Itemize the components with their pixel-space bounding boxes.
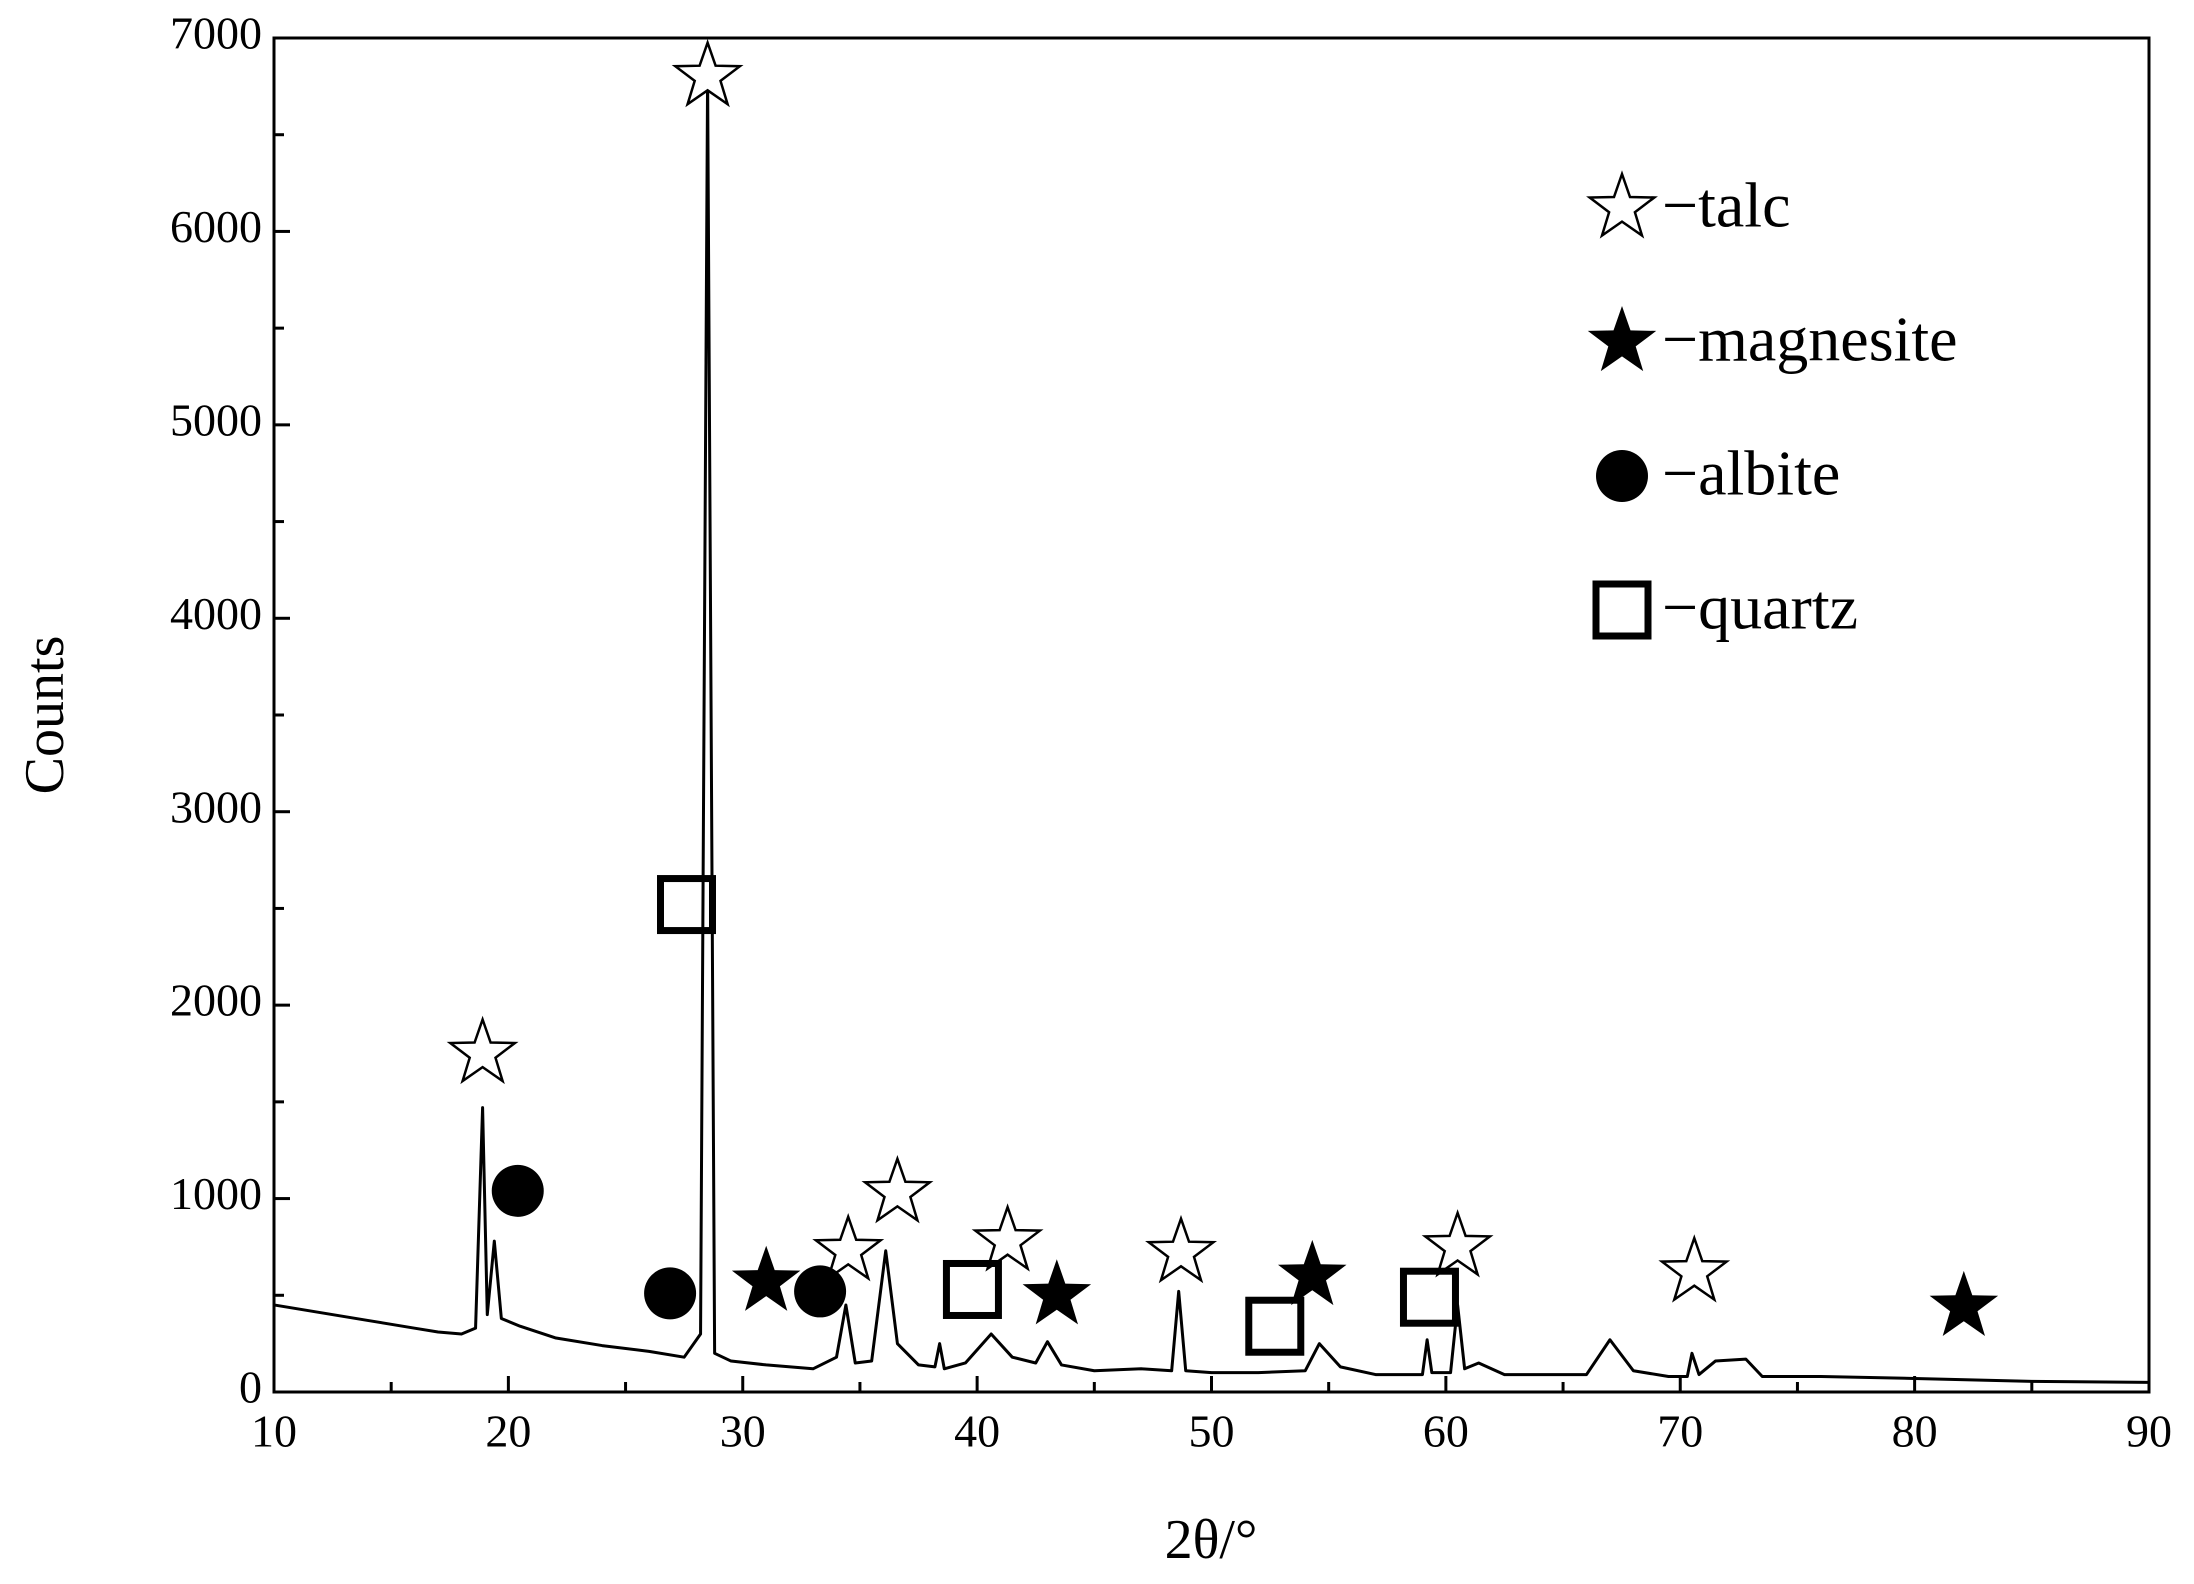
phase-marker	[1145, 1214, 1218, 1284]
x-tick-label: 40	[954, 1406, 1000, 1457]
phase-marker	[942, 1259, 1002, 1319]
x-tick-label: 60	[1423, 1406, 1469, 1457]
legend-label: −albite	[1662, 438, 1840, 509]
x-tick-label: 10	[251, 1406, 297, 1457]
y-axis-label: Counts	[14, 636, 76, 795]
phase-marker	[794, 1265, 847, 1318]
phase-marker	[1245, 1296, 1305, 1356]
x-tick-label: 30	[720, 1406, 766, 1457]
phase-marker	[671, 38, 744, 108]
phase-marker	[861, 1154, 934, 1224]
y-tick-label: 7000	[170, 8, 262, 59]
phase-marker	[731, 1245, 801, 1311]
y-tick-label: 5000	[170, 394, 262, 445]
y-tick-label: 2000	[170, 975, 262, 1026]
legend-label: −quartz	[1662, 572, 1858, 643]
phase-marker	[657, 875, 716, 935]
y-tick-label: 1000	[170, 1168, 262, 1219]
phase-marker	[1421, 1209, 1494, 1278]
phase-marker	[1022, 1259, 1092, 1325]
phase-marker	[1278, 1239, 1347, 1306]
y-tick-label: 0	[239, 1362, 262, 1413]
x-tick-label: 20	[485, 1406, 531, 1457]
spectrum-line	[273, 75, 2150, 1384]
legend-symbol	[1586, 170, 1658, 239]
phase-marker	[491, 1164, 544, 1217]
y-tick-label: 4000	[170, 588, 262, 639]
phase-marker	[1399, 1267, 1459, 1327]
plot-frame	[272, 36, 2151, 1394]
x-tick-label: 80	[1892, 1406, 1938, 1457]
phase-marker	[812, 1212, 885, 1282]
x-tick-label: 50	[1189, 1406, 1235, 1457]
phase-marker	[644, 1267, 697, 1320]
x-axis-label: 2θ/°	[1165, 1509, 1258, 1571]
legend-label: −talc	[1662, 170, 1790, 241]
phase-marker	[1658, 1234, 1731, 1303]
x-tick-label: 70	[1657, 1406, 1703, 1457]
phase-marker	[446, 1015, 519, 1085]
legend-symbol	[1587, 306, 1657, 372]
phase-marker	[1929, 1270, 1999, 1336]
x-tick-label: 90	[2126, 1406, 2172, 1457]
phase-marker	[971, 1203, 1044, 1272]
legend-symbol	[1592, 580, 1652, 640]
y-tick-label: 3000	[170, 781, 262, 832]
legend-symbol	[1596, 450, 1648, 502]
legend-label: −magnesite	[1662, 304, 1958, 375]
y-tick-label: 6000	[170, 201, 262, 252]
